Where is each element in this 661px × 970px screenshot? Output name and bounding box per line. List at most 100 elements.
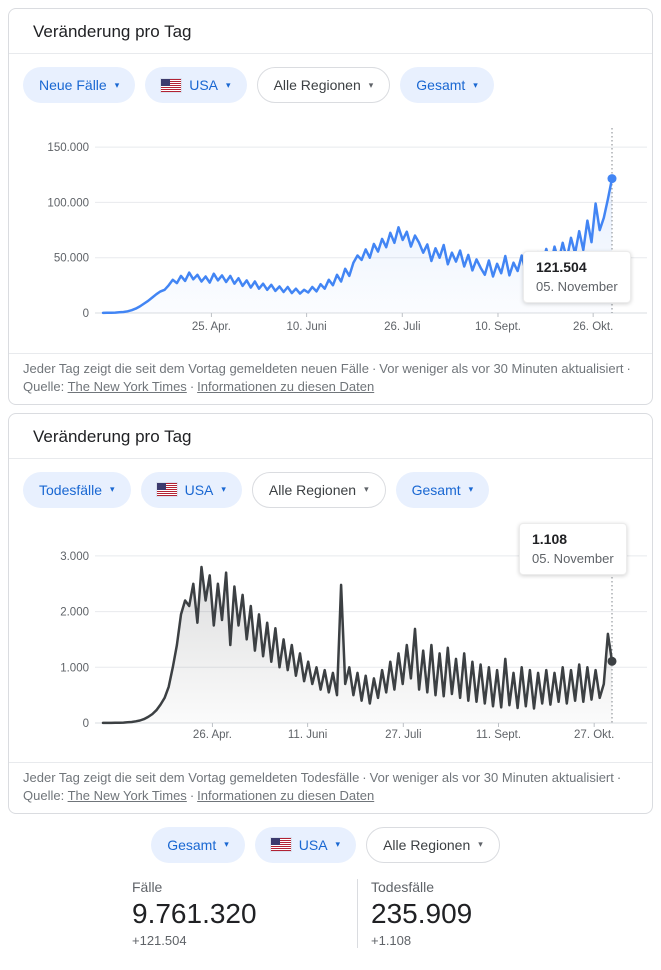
chart-tooltip: 1.108 05. November bbox=[519, 522, 627, 575]
svg-text:26. Apr.: 26. Apr. bbox=[193, 729, 232, 741]
chip-country-usa[interactable]: USA ▾ bbox=[254, 826, 357, 863]
chip-label: Gesamt bbox=[167, 836, 217, 853]
chevron-down-icon: ▾ bbox=[468, 484, 474, 495]
deaths-chart[interactable]: 0 1.000 2.000 3.000 26. Apr. 11. Juni 27. Juli… bbox=[9, 531, 652, 749]
separator-dot: · bbox=[189, 378, 195, 394]
separator-dot: · bbox=[371, 361, 377, 376]
chart-footnote: Jeder Tag zeigt die seit dem Vortag geme… bbox=[9, 763, 652, 813]
chip-label: Gesamt bbox=[416, 77, 466, 93]
chevron-down-icon: ▾ bbox=[114, 79, 120, 90]
divider bbox=[9, 53, 652, 54]
svg-text:0: 0 bbox=[83, 308, 89, 320]
svg-text:27. Okt.: 27. Okt. bbox=[574, 729, 614, 741]
chevron-down-icon: ▾ bbox=[364, 484, 369, 495]
separator-dot: · bbox=[626, 361, 631, 376]
chip-label: Alle Regionen bbox=[273, 77, 361, 93]
chevron-down-icon: ▾ bbox=[110, 484, 115, 495]
totals-section: Gesamt ▾ USA ▾ Alle Regionen ▾ Fälle 9.761.320… bbox=[0, 826, 661, 948]
chevron-down-icon: ▾ bbox=[224, 839, 229, 850]
footnote-description: Jeder Tag zeigt die seit dem Vortag geme… bbox=[23, 769, 360, 785]
daily-change-card-cases: Veränderung pro Tag Neue Fälle ▾ USA ▾ Alle … bbox=[8, 8, 653, 405]
svg-text:1.000: 1.000 bbox=[60, 662, 89, 674]
source-link[interactable]: The New York Times bbox=[67, 378, 187, 394]
svg-text:10. Juni: 10. Juni bbox=[286, 321, 326, 333]
stat-label: Todesfälle bbox=[371, 878, 435, 895]
stat-cases: Fälle 9.761.320 +121.504 bbox=[132, 879, 357, 948]
chevron-down-icon: ▾ bbox=[473, 79, 478, 90]
divider bbox=[9, 457, 652, 459]
stat-value: 235.909 bbox=[371, 897, 473, 929]
card-title: Veränderung pro Tag bbox=[33, 22, 192, 41]
chip-granularity-total[interactable]: Gesamt ▾ bbox=[151, 826, 245, 863]
chip-granularity-total[interactable]: Gesamt ▾ bbox=[395, 471, 490, 508]
svg-text:26. Okt.: 26. Okt. bbox=[573, 321, 613, 333]
chart-area: 0 50.000 100.000 150.000 25. Apr. 10. Juni 26.… bbox=[9, 112, 652, 340]
data-info-link[interactable]: Informationen zu diesen Daten bbox=[197, 787, 375, 803]
stat-value: 9.761.320 bbox=[132, 897, 257, 929]
separator-dot: · bbox=[616, 769, 622, 785]
svg-text:26. Juli: 26. Juli bbox=[384, 321, 420, 333]
filter-chip-row: Gesamt ▾ USA ▾ Alle Regionen ▾ bbox=[0, 826, 661, 863]
chip-granularity-total[interactable]: Gesamt ▾ bbox=[400, 67, 494, 103]
svg-text:100.000: 100.000 bbox=[47, 197, 89, 209]
chip-region-all[interactable]: Alle Regionen ▾ bbox=[251, 471, 386, 508]
separator-dot: · bbox=[362, 769, 367, 785]
latest-point-deaths[interactable] bbox=[607, 656, 617, 666]
updated-text: Vor weniger als vor 30 Minuten aktualisi… bbox=[379, 361, 624, 376]
svg-text:150.000: 150.000 bbox=[47, 142, 89, 154]
usa-flag-icon bbox=[156, 483, 177, 497]
chip-label: USA bbox=[298, 836, 328, 853]
chip-country-usa[interactable]: USA ▾ bbox=[140, 471, 242, 508]
chip-label: Neue Fälle bbox=[39, 77, 107, 93]
tooltip-value: 121.504 bbox=[536, 259, 587, 275]
chip-label: USA bbox=[184, 481, 214, 498]
daily-change-card-deaths: Veränderung pro Tag Todesfälle ▾ USA ▾ Alle … bbox=[8, 412, 653, 814]
chip-region-all[interactable]: Alle Regionen ▾ bbox=[256, 67, 391, 103]
latest-point-cases[interactable] bbox=[607, 174, 617, 184]
svg-text:3.000: 3.000 bbox=[60, 551, 89, 563]
chip-label: Todesfälle bbox=[39, 481, 103, 498]
divider bbox=[9, 353, 652, 354]
chart-tooltip: 121.504 05. November bbox=[523, 251, 631, 303]
svg-text:2.000: 2.000 bbox=[60, 606, 89, 618]
tooltip-date: 05. November bbox=[536, 278, 618, 294]
filter-chip-row: Todesfälle ▾ USA ▾ Alle Regionen ▾ Gesamt ▾ bbox=[9, 459, 652, 517]
svg-text:50.000: 50.000 bbox=[54, 253, 89, 265]
chart-area: 0 1.000 2.000 3.000 26. Apr. 11. Juni 27. Juli… bbox=[9, 517, 652, 749]
svg-text:25. Apr.: 25. Apr. bbox=[192, 321, 231, 333]
chevron-down-icon: ▾ bbox=[221, 484, 226, 495]
chevron-down-icon: ▾ bbox=[368, 79, 374, 90]
stat-label: Fälle bbox=[132, 878, 163, 895]
chip-label: Alle Regionen bbox=[268, 481, 357, 498]
totals-stats: Fälle 9.761.320 +121.504 Todesfälle 235.909 +… bbox=[132, 878, 661, 948]
divider bbox=[9, 761, 652, 763]
svg-text:10. Sept.: 10. Sept. bbox=[475, 321, 521, 333]
tooltip-date: 05. November bbox=[532, 550, 614, 566]
stat-delta: +1.108 bbox=[371, 932, 412, 948]
chip-label: USA bbox=[189, 77, 219, 93]
source-label: Quelle: bbox=[23, 787, 65, 803]
chip-metric-deaths[interactable]: Todesfälle ▾ bbox=[23, 471, 131, 508]
chip-label: Alle Regionen bbox=[383, 836, 471, 853]
new-cases-chart[interactable]: 0 50.000 100.000 150.000 25. Apr. 10. Juni 26.… bbox=[9, 126, 652, 340]
separator-dot: · bbox=[189, 787, 195, 803]
chart-footnote: Jeder Tag zeigt die seit dem Vortag geme… bbox=[9, 354, 652, 404]
chevron-down-icon: ▾ bbox=[335, 839, 341, 850]
data-info-link[interactable]: Informationen zu diesen Daten bbox=[197, 378, 375, 394]
svg-text:0: 0 bbox=[83, 718, 89, 730]
source-link[interactable]: The New York Times bbox=[67, 787, 187, 803]
source-label: Quelle: bbox=[23, 378, 65, 394]
stat-deaths: Todesfälle 235.909 +1.108 bbox=[357, 878, 473, 948]
chip-region-all[interactable]: Alle Regionen ▾ bbox=[366, 826, 500, 863]
tooltip-value: 1.108 bbox=[532, 530, 568, 547]
usa-flag-icon bbox=[270, 838, 291, 852]
svg-text:11. Juni: 11. Juni bbox=[288, 729, 327, 741]
svg-text:11. Sept.: 11. Sept. bbox=[476, 729, 521, 741]
chip-country-usa[interactable]: USA ▾ bbox=[145, 67, 247, 103]
chip-metric-new-cases[interactable]: Neue Fälle ▾ bbox=[23, 67, 136, 103]
stat-delta: +121.504 bbox=[132, 932, 187, 948]
svg-text:27. Juli: 27. Juli bbox=[385, 729, 421, 741]
usa-flag-icon bbox=[161, 78, 182, 92]
footnote-description: Jeder Tag zeigt die seit dem Vortag geme… bbox=[23, 361, 369, 376]
updated-text: Vor weniger als vor 30 Minuten aktualisi… bbox=[369, 769, 614, 785]
